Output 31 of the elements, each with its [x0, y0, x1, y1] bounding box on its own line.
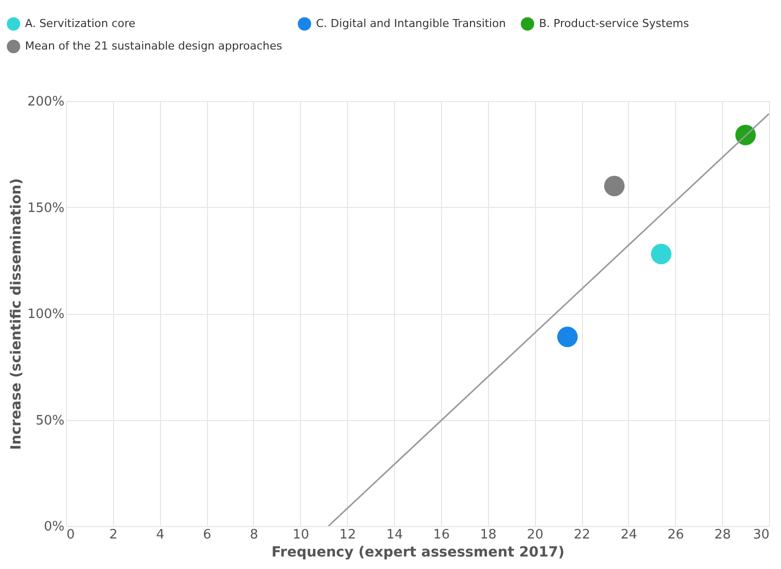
x-tick-label: 0 [66, 528, 75, 542]
x-tick-label: 14 [386, 528, 403, 542]
x-tick-label: 8 [250, 528, 258, 542]
point [735, 124, 756, 146]
x-tick-label: 20 [526, 528, 544, 542]
y-tick-label: 200% [27, 94, 64, 110]
x-tick-label: 2 [109, 528, 118, 542]
legend-label: A. Servitization core [25, 16, 136, 30]
legend-label: C. Digital and Intangible Transition [316, 16, 506, 30]
x-tick-label: 16 [433, 528, 450, 542]
x-tick-label: 30 [752, 528, 770, 542]
point [557, 326, 578, 348]
legend-label: B. Product-service Systems [539, 16, 690, 30]
y-axis-title: Increase (scientific dissemination) [8, 178, 24, 450]
x-tick-label: 26 [667, 528, 684, 542]
x-axis-title: Frequency (expert assessment 2017) [272, 544, 564, 560]
x-tick-label: 22 [574, 528, 590, 542]
point [650, 244, 672, 264]
x-tick-label: 12 [339, 528, 356, 542]
y-tick-label: 150% [27, 200, 64, 216]
y-tick-label: 100% [27, 307, 64, 322]
x-tick-label: 4 [156, 528, 164, 542]
y-tick-label: 50% [36, 413, 64, 428]
x-tick-label: 10 [292, 528, 310, 542]
y-tick-label: 0% [44, 520, 64, 534]
x-tick-label: 18 [480, 528, 497, 542]
x-tick-label: 6 [202, 528, 212, 542]
point [604, 176, 625, 196]
x-tick-label: 28 [714, 528, 731, 542]
legend-label: Mean of the 21 sustainable design approaches [25, 40, 282, 52]
x-tick-label: 24 [620, 528, 638, 542]
